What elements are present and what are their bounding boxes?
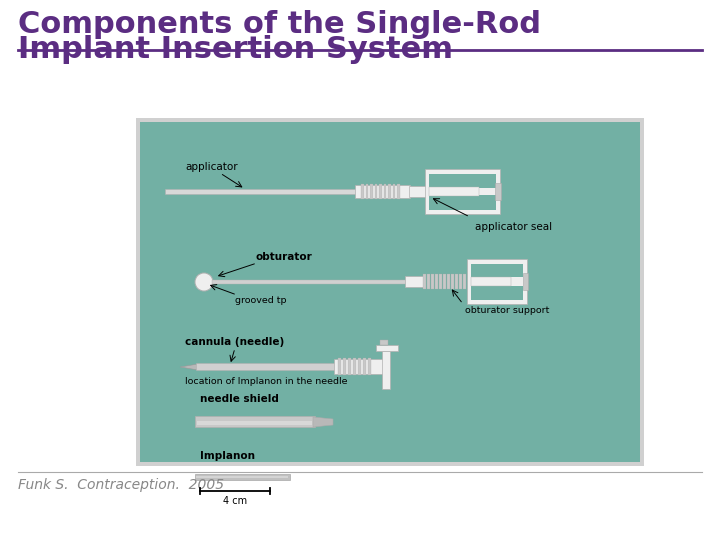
Bar	[196, 476, 288, 478]
Bar	[495, 183, 501, 200]
Text: obturator support: obturator support	[465, 306, 549, 315]
Bar	[366, 184, 368, 199]
Bar	[368, 358, 371, 375]
Text: needle shield: needle shield	[200, 394, 279, 404]
Bar	[197, 421, 312, 425]
Bar	[425, 169, 500, 214]
Bar	[463, 274, 466, 289]
Bar	[382, 351, 390, 389]
Polygon shape	[180, 364, 198, 370]
Bar	[435, 274, 438, 289]
Circle shape	[195, 273, 213, 291]
Bar	[334, 359, 384, 374]
Bar	[397, 184, 400, 199]
Bar	[427, 274, 430, 289]
Text: grooved tp: grooved tp	[235, 296, 287, 305]
Bar	[423, 274, 426, 289]
Bar	[447, 274, 449, 289]
Bar	[388, 184, 390, 199]
Bar	[136, 118, 644, 466]
Bar	[451, 274, 454, 289]
Bar	[376, 345, 398, 351]
Bar	[361, 184, 364, 199]
Text: Implant Insertion System: Implant Insertion System	[18, 35, 453, 64]
Bar	[338, 358, 341, 375]
Bar	[384, 184, 386, 199]
Text: Components of the Single-Rod: Components of the Single-Rod	[18, 10, 541, 39]
Text: location of Implanon in the needle: location of Implanon in the needle	[185, 377, 348, 386]
Bar	[370, 184, 372, 199]
Polygon shape	[313, 417, 333, 427]
Bar	[523, 273, 528, 290]
Bar	[467, 259, 527, 304]
Bar	[429, 174, 496, 188]
Text: 4 cm: 4 cm	[223, 496, 247, 506]
Bar	[409, 186, 427, 197]
Bar	[405, 276, 423, 287]
Bar	[471, 277, 511, 286]
Bar	[196, 363, 336, 370]
Bar	[471, 264, 523, 277]
Text: applicator seal: applicator seal	[475, 222, 552, 232]
Bar	[443, 274, 446, 289]
Bar	[429, 187, 479, 196]
Bar	[140, 122, 640, 462]
Bar	[459, 274, 462, 289]
Bar	[374, 184, 377, 199]
Bar	[343, 358, 346, 375]
Bar	[195, 416, 315, 427]
Bar	[431, 274, 433, 289]
Text: applicator: applicator	[185, 162, 238, 172]
Bar	[165, 189, 360, 194]
Bar	[212, 280, 407, 284]
Text: cannula (needle): cannula (needle)	[185, 337, 284, 347]
Bar	[439, 274, 441, 289]
Text: obturator: obturator	[255, 252, 312, 262]
Bar	[353, 358, 356, 375]
Bar	[363, 358, 366, 375]
Bar	[379, 184, 382, 199]
Bar	[392, 184, 395, 199]
Text: Implanon: Implanon	[200, 451, 255, 461]
Bar	[471, 286, 523, 300]
Bar	[348, 358, 351, 375]
Bar	[195, 474, 290, 480]
Bar	[429, 195, 496, 210]
Bar	[355, 185, 410, 198]
Bar	[455, 274, 457, 289]
Bar	[358, 358, 361, 375]
Bar	[380, 340, 388, 345]
Text: Funk S.  Contraception.  2005: Funk S. Contraception. 2005	[18, 478, 224, 492]
